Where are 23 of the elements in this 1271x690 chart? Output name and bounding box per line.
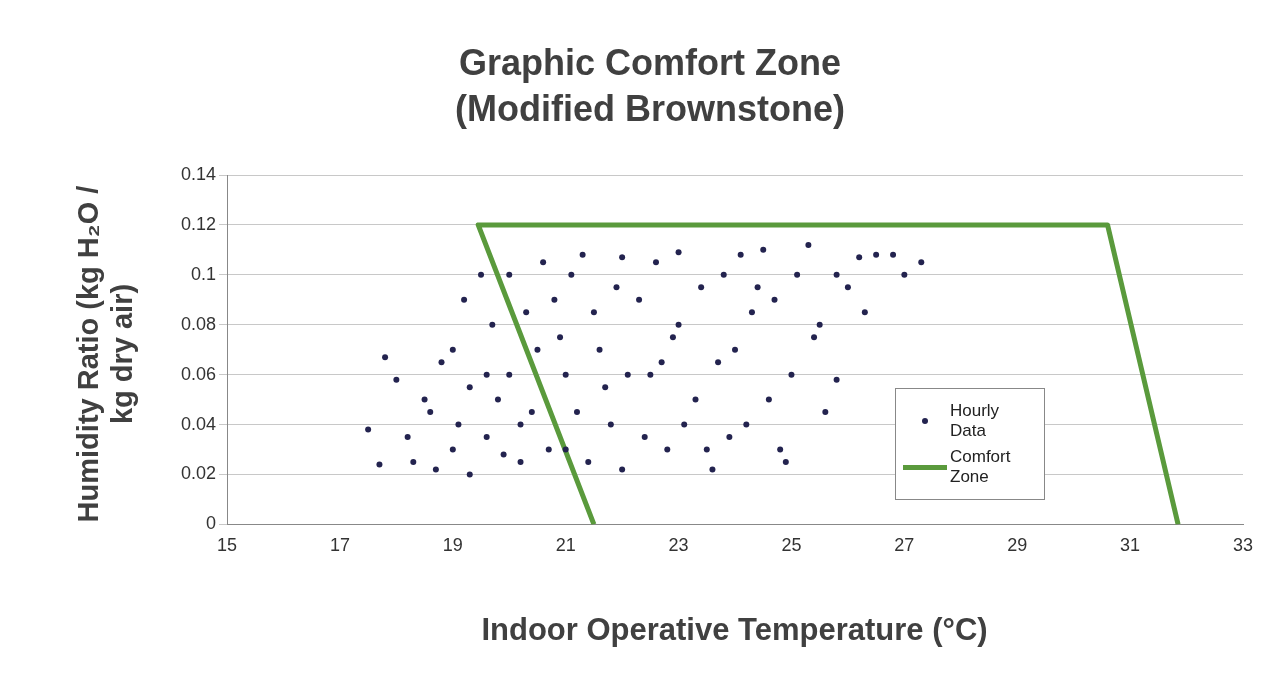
y-tick-label: 0.08 bbox=[180, 313, 217, 334]
chart-title: Graphic Comfort Zone (Modified Brownstone) bbox=[454, 41, 846, 131]
x-tick-label: 19 bbox=[442, 535, 463, 556]
x-tick-label: 31 bbox=[1120, 535, 1141, 556]
y-tick-label: 0.12 bbox=[180, 213, 217, 234]
legend-label: Hourly Data bbox=[950, 401, 1001, 441]
x-axis-title: Indoor Operative Temperature (°C) bbox=[480, 612, 989, 648]
x-tick-label: 15 bbox=[217, 535, 238, 556]
x-tick-label: 29 bbox=[1007, 535, 1028, 556]
x-tick-label: 27 bbox=[894, 535, 915, 556]
y-tick-label: 0.04 bbox=[180, 413, 217, 434]
y-axis-title: Humidity Ratio (kg H₂O / kg dry air) bbox=[71, 184, 139, 525]
y-tick-label: 0.1 bbox=[191, 263, 217, 284]
x-tick-label: 25 bbox=[781, 535, 802, 556]
x-tick-label: 23 bbox=[668, 535, 689, 556]
legend-label: Comfort Zone bbox=[950, 447, 1012, 487]
x-tick-label: 17 bbox=[329, 535, 350, 556]
y-tick-label: 0 bbox=[206, 513, 217, 534]
y-tick-label: 0.02 bbox=[180, 463, 217, 484]
x-tick-label: 33 bbox=[1232, 535, 1254, 556]
y-tick-label: 0.06 bbox=[180, 363, 217, 384]
y-tick-label: 0.14 bbox=[180, 163, 217, 184]
x-tick-label: 21 bbox=[555, 535, 576, 556]
